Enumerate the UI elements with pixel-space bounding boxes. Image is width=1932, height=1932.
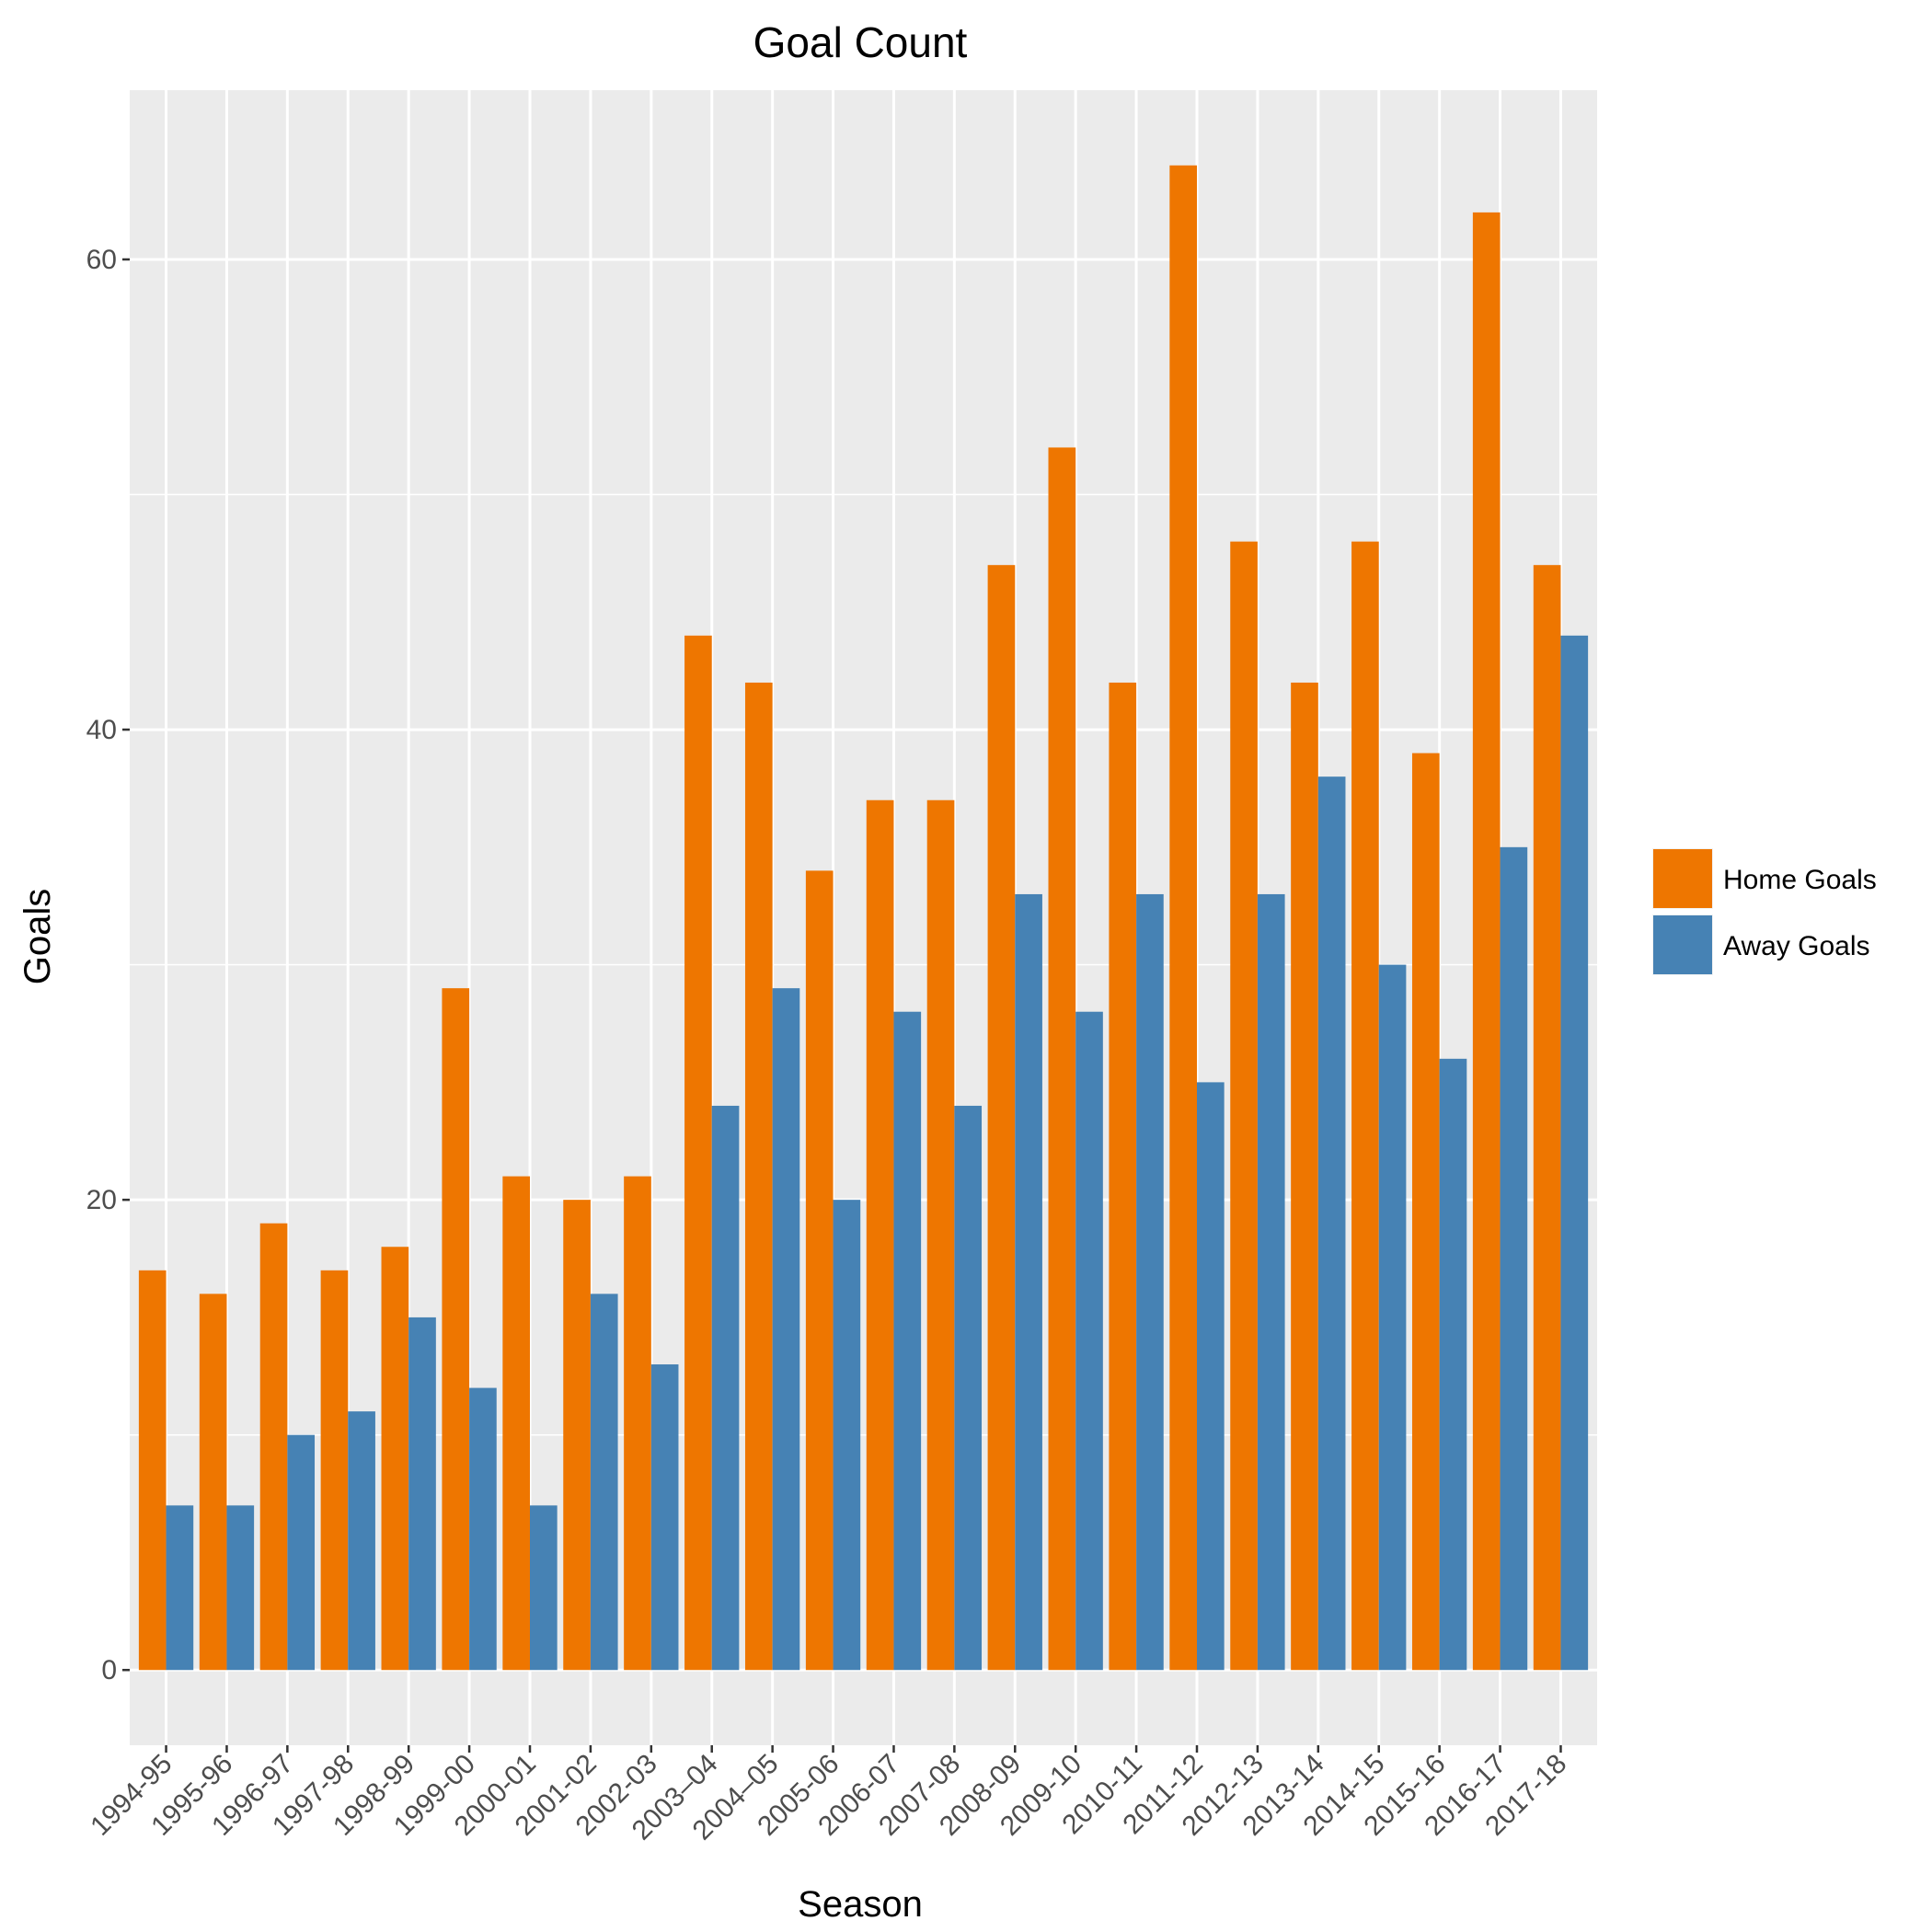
y-tick-label: 0 bbox=[101, 1655, 117, 1685]
chart-title: Goal Count bbox=[753, 18, 968, 66]
bar-home-7 bbox=[563, 1200, 591, 1671]
bar-home-16 bbox=[1109, 682, 1137, 1671]
bar-home-9 bbox=[684, 635, 712, 1671]
legend-key-away bbox=[1653, 915, 1712, 974]
bar-away-4 bbox=[408, 1317, 436, 1671]
bar-home-23 bbox=[1533, 565, 1561, 1671]
bar-away-22 bbox=[1500, 846, 1528, 1671]
bar-away-15 bbox=[1075, 1011, 1103, 1671]
bar-away-21 bbox=[1439, 1058, 1467, 1671]
y-tick-label: 40 bbox=[86, 715, 117, 745]
bar-away-10 bbox=[772, 988, 800, 1671]
bar-away-12 bbox=[893, 1011, 922, 1671]
bar-away-14 bbox=[1015, 893, 1042, 1671]
bar-home-4 bbox=[381, 1247, 409, 1671]
bar-home-17 bbox=[1169, 165, 1197, 1671]
bar-home-21 bbox=[1411, 753, 1440, 1671]
bar-away-0 bbox=[166, 1505, 194, 1671]
y-axis-title: Goals bbox=[17, 889, 58, 985]
bar-home-15 bbox=[1048, 447, 1076, 1671]
bar-home-13 bbox=[926, 799, 955, 1671]
bar-away-16 bbox=[1136, 893, 1164, 1671]
bar-away-6 bbox=[530, 1505, 558, 1671]
bars bbox=[138, 165, 1589, 1671]
y-tick-label: 20 bbox=[86, 1185, 117, 1215]
bar-away-23 bbox=[1560, 635, 1589, 1671]
legend-key-home bbox=[1653, 849, 1712, 908]
bar-away-17 bbox=[1197, 1082, 1225, 1671]
bar-home-1 bbox=[199, 1294, 227, 1671]
legend: Home Goals Away Goals bbox=[1652, 848, 1877, 975]
bar-away-18 bbox=[1257, 893, 1285, 1671]
bar-home-19 bbox=[1291, 682, 1318, 1671]
bar-away-2 bbox=[287, 1434, 316, 1671]
bar-away-1 bbox=[226, 1505, 255, 1671]
bar-home-5 bbox=[442, 988, 470, 1671]
bar-home-22 bbox=[1472, 212, 1501, 1671]
bar-away-11 bbox=[833, 1200, 861, 1671]
legend-label-away: Away Goals bbox=[1723, 931, 1870, 961]
bar-away-8 bbox=[650, 1364, 679, 1671]
legend-label-home: Home Goals bbox=[1723, 865, 1877, 895]
bar-away-7 bbox=[590, 1294, 618, 1671]
bar-away-5 bbox=[469, 1387, 497, 1671]
bar-home-3 bbox=[320, 1270, 349, 1671]
bar-home-2 bbox=[259, 1223, 288, 1671]
bar-away-3 bbox=[348, 1411, 375, 1671]
x-axis-title: Season bbox=[798, 1884, 923, 1925]
bar-home-14 bbox=[987, 565, 1016, 1671]
bar-away-13 bbox=[954, 1105, 983, 1671]
bar-home-8 bbox=[624, 1176, 651, 1671]
bar-away-9 bbox=[711, 1105, 740, 1671]
bar-home-10 bbox=[744, 682, 773, 1671]
bar-home-11 bbox=[805, 870, 834, 1671]
y-axis: 0 20 40 60 bbox=[86, 245, 130, 1685]
bar-home-12 bbox=[866, 799, 894, 1671]
bar-away-20 bbox=[1378, 964, 1407, 1671]
bar-home-20 bbox=[1351, 541, 1379, 1671]
bar-away-19 bbox=[1317, 776, 1346, 1671]
y-tick-label: 60 bbox=[86, 245, 117, 275]
bar-home-0 bbox=[138, 1270, 167, 1671]
bar-home-18 bbox=[1230, 541, 1258, 1671]
bar-home-6 bbox=[502, 1176, 530, 1671]
